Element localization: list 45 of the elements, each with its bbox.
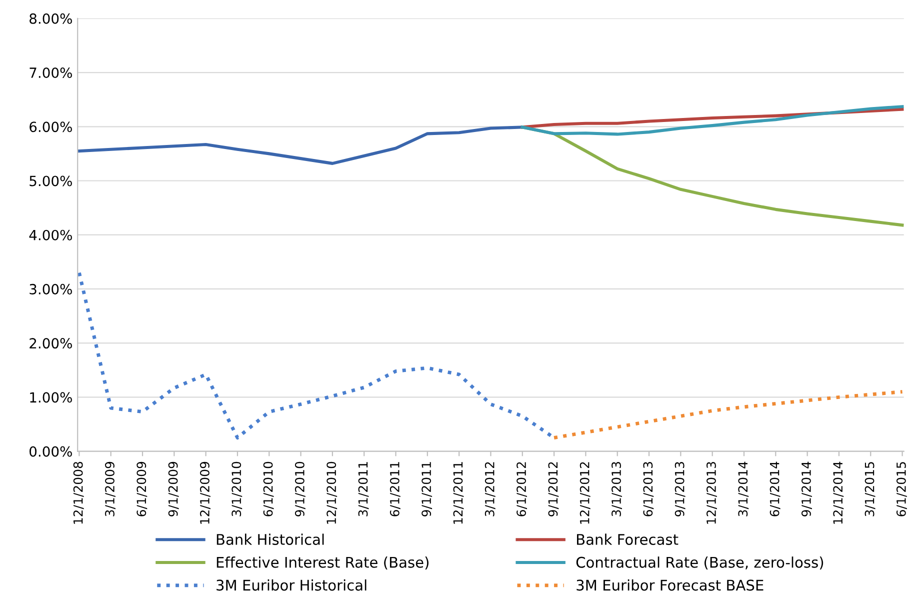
line-series — [520, 105, 904, 136]
x-tick-label: 12/1/2009 — [200, 462, 210, 524]
y-tick-label: 4.00% — [29, 230, 72, 240]
legend-label: Bank Forecast — [577, 534, 678, 545]
x-tick-label: 12/1/2012 — [580, 462, 590, 524]
x-tick-label: 9/1/2010 — [294, 462, 306, 516]
legend-label: Effective Interest Rate (Base) — [216, 556, 428, 570]
line-series — [552, 390, 904, 440]
y-tick-label: 1.00% — [30, 392, 72, 403]
y-tick-label: 2.00% — [30, 338, 72, 349]
line-series — [78, 126, 524, 165]
x-tick-label: 3/1/2014 — [738, 462, 749, 516]
legend-label: Contractual Rate (Base, zero-loss) — [576, 556, 824, 570]
x-tick-label: 9/1/2011 — [422, 462, 432, 516]
x-tick-label: 6/1/2012 — [516, 462, 528, 516]
y-tick-label: 8.00% — [30, 13, 72, 24]
x-tick-label: 12/1/2011 — [453, 462, 464, 524]
x-tick-label: 9/1/2009 — [168, 462, 179, 516]
x-tick-label: 12/1/2013 — [706, 462, 717, 524]
x-tick-label: 12/1/2008 — [73, 462, 84, 524]
y-tick-label: 6.00% — [30, 122, 72, 132]
legend-label: 3M Euribor Historical — [216, 579, 366, 591]
x-tick-label: 3/1/2009 — [105, 462, 116, 516]
x-tick-label: 6/1/2014 — [770, 462, 780, 516]
x-tick-label: 12/1/2014 — [833, 462, 844, 524]
x-tick-label: 6/1/2015 — [896, 462, 907, 516]
x-tick-label: 3/1/2015 — [864, 462, 876, 516]
x-tick-label: 12/1/2010 — [326, 462, 338, 524]
x-tick-label: 9/1/2012 — [548, 462, 559, 516]
x-tick-label: 6/1/2010 — [263, 462, 274, 516]
y-tick-label: 5.00% — [30, 176, 72, 186]
x-tick-label: 3/1/2011 — [358, 462, 369, 516]
x-tick-label: 3/1/2013 — [612, 462, 622, 516]
x-tick-label: 9/1/2013 — [674, 462, 686, 516]
x-tick-label: 3/1/2010 — [232, 462, 242, 516]
y-tick-label: 0.00% — [30, 446, 72, 457]
x-tick-label: 6/1/2013 — [643, 462, 654, 516]
x-tick-label: 3/1/2012 — [484, 462, 496, 516]
x-tick-label: 6/1/2009 — [136, 462, 148, 516]
x-tick-label: 6/1/2011 — [390, 462, 400, 516]
legend-label: Bank Historical — [216, 534, 324, 545]
x-tick-label: 9/1/2014 — [801, 462, 812, 516]
y-tick-label: 7.00% — [30, 67, 72, 78]
y-tick-label: 3.00% — [30, 284, 72, 294]
legend-label: 3M Euribor Forecast BASE — [576, 579, 764, 591]
